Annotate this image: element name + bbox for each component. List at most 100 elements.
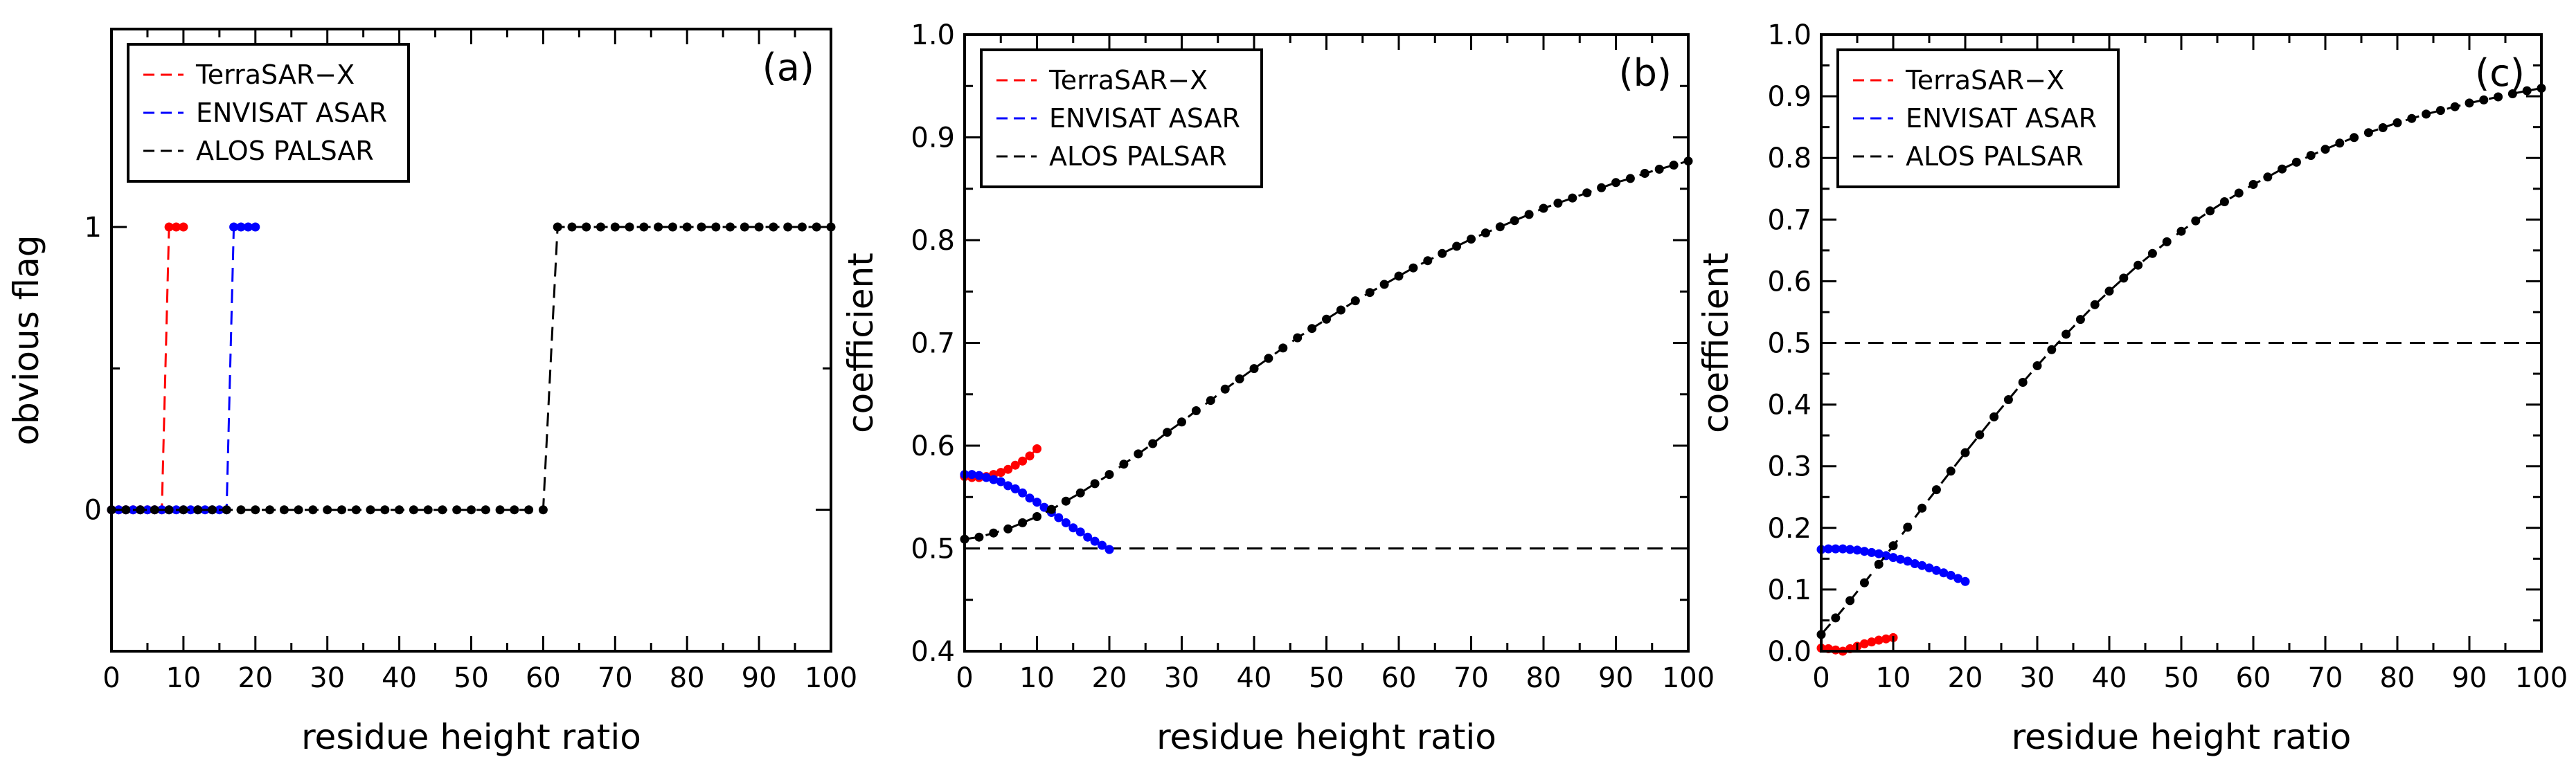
data-point	[452, 505, 462, 515]
data-point	[143, 505, 152, 515]
data-point	[1895, 554, 1905, 564]
data-point	[1859, 547, 1869, 556]
data-point	[1946, 570, 1956, 580]
data-point	[989, 528, 999, 538]
data-point	[1510, 216, 1519, 226]
data-point	[2407, 113, 2417, 123]
legend-box	[1836, 48, 2120, 188]
data-point	[596, 222, 605, 232]
data-point	[1032, 498, 1041, 507]
data-point	[2162, 237, 2172, 246]
data-point	[208, 505, 217, 515]
data-point	[243, 222, 253, 232]
y-tick-label: 0	[84, 495, 102, 527]
data-point	[1090, 536, 1100, 546]
data-point	[164, 505, 174, 515]
data-point	[974, 532, 984, 542]
panel-tag: (c)	[2475, 51, 2525, 95]
data-point	[2363, 128, 2373, 138]
y-tick-label: 0.8	[1767, 143, 1812, 174]
data-point	[1917, 561, 1927, 570]
data-point	[2479, 95, 2489, 104]
data-point	[740, 222, 749, 232]
x-tick-label: 100	[1662, 662, 1715, 694]
x-tick-label: 10	[166, 662, 201, 694]
data-point	[1859, 578, 1869, 588]
data-point	[150, 505, 159, 515]
data-point	[1010, 484, 1020, 493]
data-point	[1075, 488, 1085, 498]
data-point	[1090, 479, 1100, 489]
data-point	[179, 222, 188, 232]
data-point	[1003, 481, 1013, 491]
data-point	[1539, 203, 1548, 213]
x-tick-label: 100	[805, 662, 857, 694]
data-point	[1025, 493, 1035, 503]
data-point	[2278, 164, 2287, 174]
data-point	[1394, 271, 1404, 281]
data-point	[2134, 260, 2143, 270]
data-point	[1083, 532, 1093, 542]
data-point	[1293, 333, 1303, 343]
legend-label: TerraSAR−X	[1905, 65, 2064, 96]
data-point	[265, 505, 275, 515]
data-point	[1867, 637, 1877, 647]
data-point	[2234, 188, 2244, 198]
x-tick-label: 0	[956, 662, 973, 694]
data-point	[1018, 488, 1028, 498]
data-point	[2032, 361, 2042, 370]
data-point	[1191, 406, 1201, 415]
data-point	[1903, 522, 1913, 532]
x-tick-label: 70	[2308, 662, 2343, 694]
data-point	[2435, 106, 2445, 116]
chart-panel-1: 0 10 20 30 40 50 60 70 80 90 100 0 1 residue height r…	[6, 28, 857, 757]
data-point	[1495, 222, 1505, 232]
data-point	[524, 505, 534, 515]
x-tick-label: 10	[1019, 662, 1055, 694]
data-point	[1924, 563, 1934, 573]
y-axis-label: coefficient	[841, 253, 881, 433]
data-point	[2119, 273, 2129, 283]
data-point	[1597, 183, 1607, 192]
data-point	[1831, 544, 1841, 554]
x-tick-label: 80	[670, 662, 705, 694]
data-point	[1669, 161, 1679, 170]
x-tick-label: 0	[102, 662, 120, 694]
data-point	[1134, 449, 1143, 459]
legend-label: TerraSAR−X	[195, 60, 355, 90]
x-tick-label: 50	[1309, 662, 1344, 694]
data-point	[2392, 118, 2402, 127]
x-tick-label: 70	[598, 662, 633, 694]
data-point	[2206, 206, 2215, 216]
data-point	[2306, 151, 2316, 161]
data-point	[1931, 485, 1941, 495]
data-point	[1831, 613, 1841, 623]
data-point	[395, 505, 404, 515]
y-axis-label: obvious flag	[6, 235, 46, 446]
x-tick-label: 20	[238, 662, 273, 694]
data-point	[1654, 165, 1664, 174]
x-tick-label: 40	[382, 662, 417, 694]
data-point	[2494, 92, 2503, 102]
data-point	[2378, 123, 2388, 132]
data-point	[172, 222, 181, 232]
data-point	[2465, 98, 2474, 108]
data-point	[1350, 296, 1360, 306]
y-tick-label: 1.0	[911, 19, 955, 51]
data-point	[1032, 444, 1041, 453]
y-tick-label: 0.4	[911, 636, 955, 668]
data-point	[2522, 86, 2532, 96]
data-point	[1235, 374, 1244, 383]
data-point	[2191, 216, 2201, 226]
data-point	[351, 505, 361, 515]
y-axis-label: coefficient	[1696, 253, 1736, 433]
y-tick-label: 0.7	[911, 328, 955, 360]
x-tick-label: 80	[1526, 662, 1562, 694]
data-point	[366, 505, 375, 515]
y-tick-label: 0.9	[911, 122, 955, 154]
data-point	[2320, 145, 2330, 154]
x-axis-label: residue height ratio	[1156, 717, 1496, 757]
data-point	[1888, 553, 1898, 563]
